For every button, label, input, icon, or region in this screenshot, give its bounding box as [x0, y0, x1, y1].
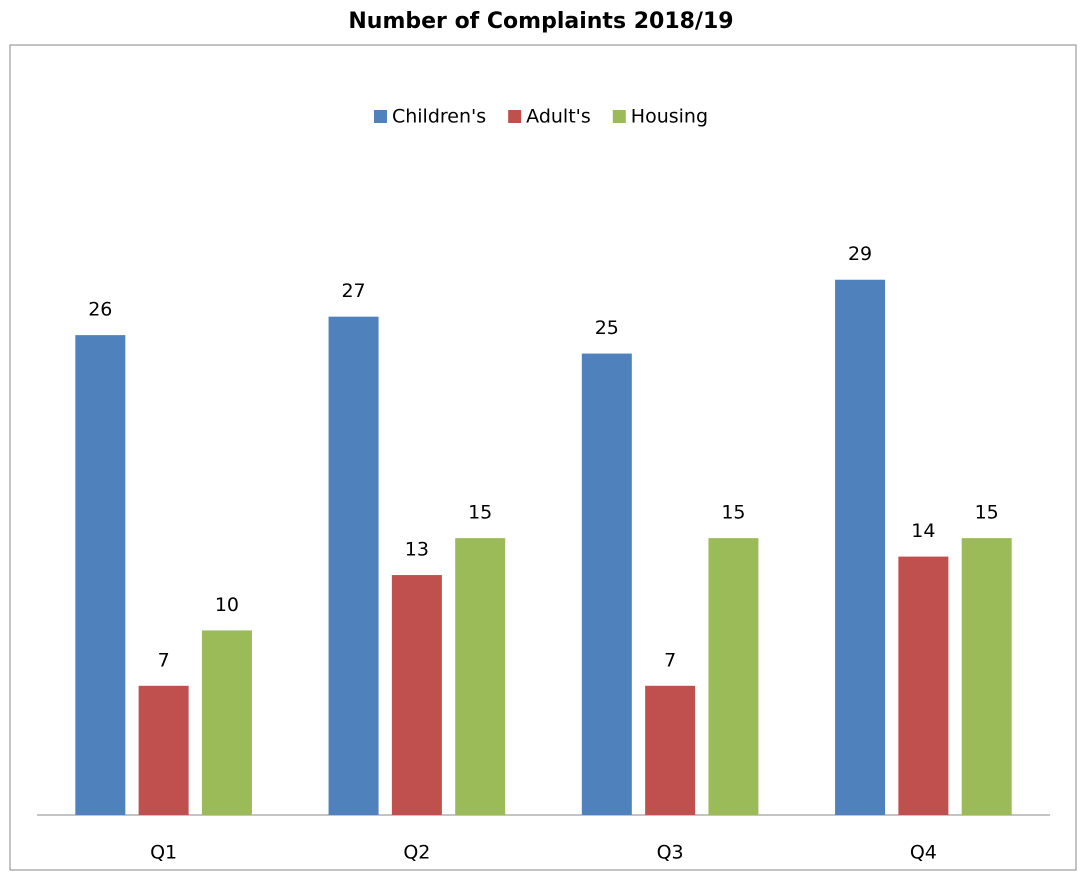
data-label: 7: [158, 649, 170, 671]
data-label: 26: [88, 299, 112, 321]
legend-label: Children's: [392, 106, 486, 128]
data-label: 25: [595, 317, 619, 339]
data-label: 14: [911, 520, 935, 542]
x-tick-label: Q3: [657, 842, 684, 864]
data-label: 13: [405, 539, 429, 561]
chart-title: Number of Complaints 2018/19: [348, 9, 733, 34]
data-label: 27: [341, 280, 365, 302]
bar: [645, 685, 696, 815]
bar: [835, 279, 886, 815]
legend-swatch: [508, 110, 522, 123]
data-label: 10: [215, 594, 239, 616]
x-tick-label: Q2: [403, 842, 430, 864]
bar: [961, 538, 1012, 815]
legend-label: Housing: [631, 106, 708, 128]
data-label: 7: [664, 649, 676, 671]
data-label: 15: [721, 502, 745, 524]
bar: [708, 538, 759, 815]
bar: [201, 630, 252, 815]
bar: [898, 556, 949, 815]
data-label: 15: [975, 502, 999, 524]
x-tick-label: Q4: [910, 842, 937, 864]
bar: [455, 538, 506, 815]
bar: [391, 575, 442, 815]
bar: [75, 335, 126, 815]
bar: [581, 353, 632, 815]
data-label: 29: [848, 243, 872, 265]
legend-swatch: [612, 110, 626, 123]
data-label: 15: [468, 502, 492, 524]
bar: [328, 316, 379, 815]
chart-border: [9, 44, 1077, 871]
legend-label: Adult's: [526, 106, 591, 128]
legend-swatch: [373, 110, 387, 123]
x-tick-label: Q1: [150, 842, 177, 864]
bar: [138, 685, 189, 815]
